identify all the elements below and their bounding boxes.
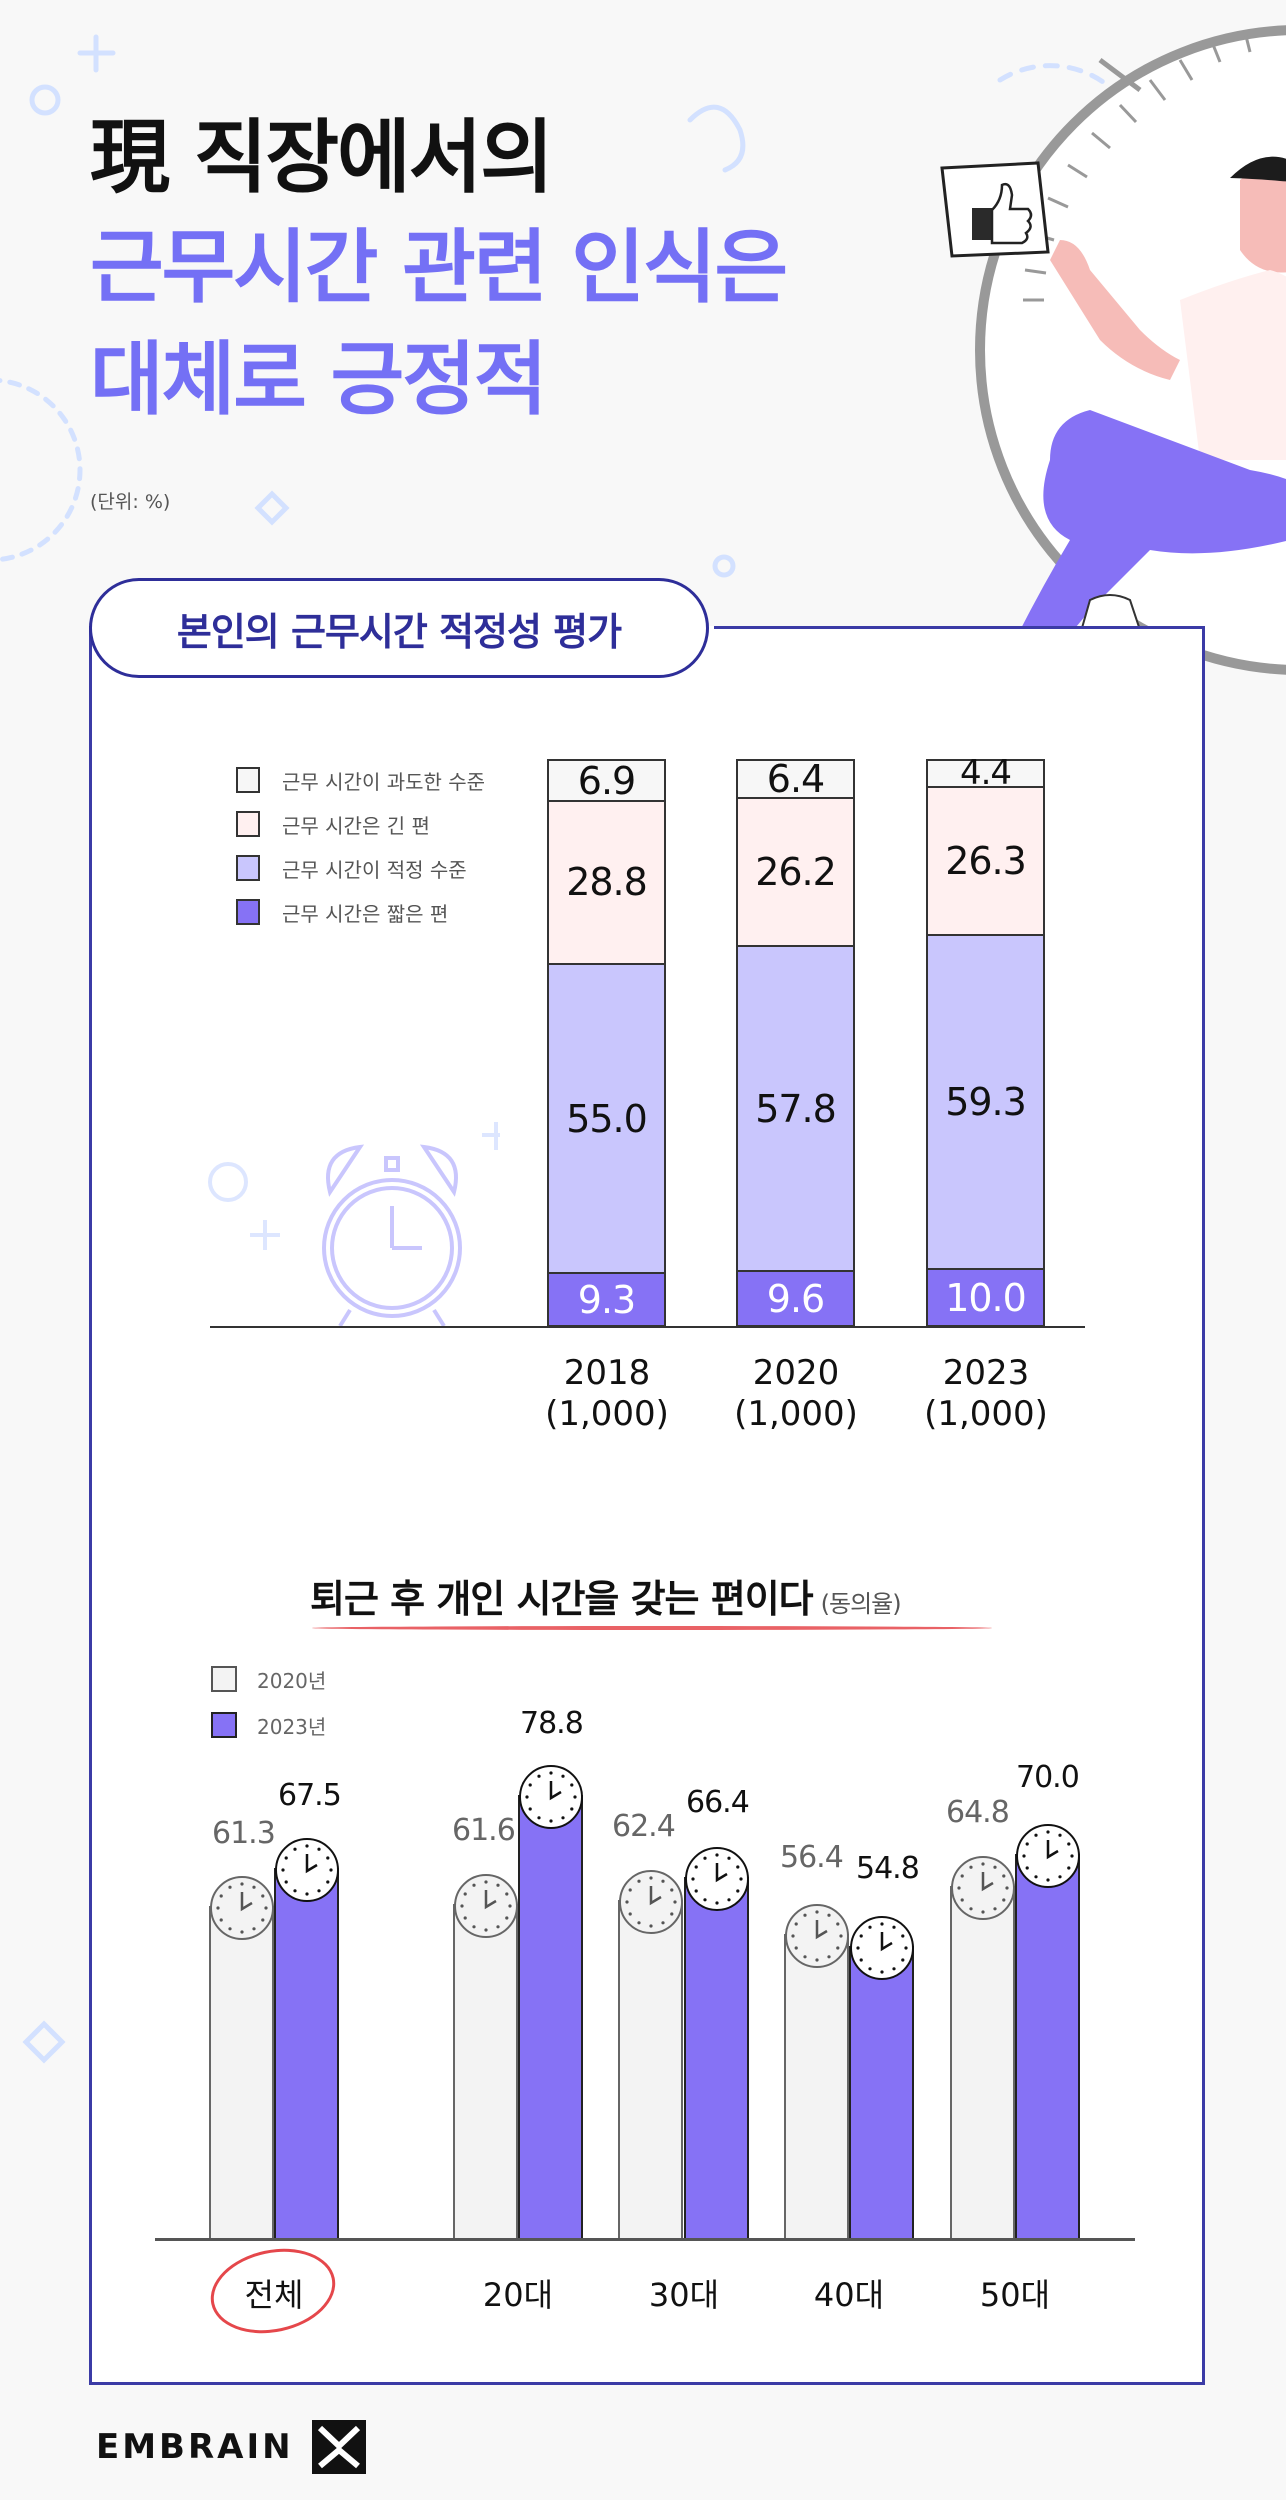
bar-30s-2020 [618, 1870, 683, 2238]
section2-title: 퇴근 후 개인 시간을 갖는 편이다 (동의율) [310, 1568, 902, 1623]
clock-icon [1015, 1824, 1080, 1888]
segment-excessive: 6.9 [549, 759, 664, 803]
sample-size-label: (1,000) [734, 1394, 858, 1434]
bar-30s-2023 [684, 1847, 749, 2238]
headline-line-3: 대체로 긍정적 [90, 333, 547, 426]
legend-label: 근무 시간이 과도한 수준 [282, 769, 486, 794]
legend-swatch [236, 899, 260, 925]
year-label: 2023 [942, 1353, 1030, 1393]
clock-icon [518, 1765, 583, 1829]
category-total: 전체 [244, 2276, 304, 2314]
legend-swatch [236, 767, 260, 793]
legend-label: 근무 시간이 적정 수준 [282, 857, 467, 882]
bar-40s-2020 [784, 1904, 849, 2238]
category-20s: 20대 [482, 2276, 554, 2314]
stacked-chart-baseline [210, 1326, 1085, 1328]
segment-short: 10.0 [928, 1268, 1043, 1325]
section1-title: 본인의 근무시간 적정성 평가 [176, 609, 622, 654]
category-30s: 30대 [648, 2276, 720, 2314]
brand-mark-icon [311, 2420, 366, 2474]
red-underline [312, 1626, 992, 1630]
legend-label: 근무 시간은 긴 편 [282, 813, 430, 838]
section1-title-pill: 본인의 근무시간 적정성 평가 [89, 578, 709, 678]
clock-icon [618, 1870, 683, 1934]
value-40s-2020: 56.4 [780, 1840, 844, 1875]
clock-icon [950, 1856, 1015, 1920]
hero-illustration [897, 25, 1286, 693]
segment-short: 9.6 [738, 1270, 853, 1325]
bar-50s-2020 [950, 1856, 1015, 2238]
value-total-2023: 67.5 [278, 1778, 342, 1813]
grouped-chart-legend: 2020년 2023년 [211, 1656, 326, 1748]
clock-icon [453, 1874, 518, 1938]
legend-item-excessive: 근무 시간이 과도한 수준 [236, 758, 485, 802]
alarm-clock-icon [208, 1122, 500, 1328]
legend-item-adequate: 근무 시간이 적정 수준 [236, 846, 485, 890]
x-label-2018: 2018 (1,000) [527, 1353, 687, 1435]
headline-line-2: 근무시간 관련 인식은 [90, 221, 788, 314]
section2-title-text: 퇴근 후 개인 시간을 갖는 편이다 [310, 1577, 814, 1621]
legend-item-2023: 2023년 [211, 1702, 326, 1748]
unit-note: (단위: %) [90, 491, 171, 513]
bar-total-2023 [274, 1838, 339, 2238]
segment-short: 9.3 [549, 1272, 664, 1325]
clock-icon [209, 1876, 274, 1940]
value-40s-2023: 54.8 [856, 1851, 920, 1886]
clock-icon [274, 1838, 339, 1902]
value-total-2020: 61.3 [212, 1816, 276, 1851]
category-50s: 50대 [979, 2276, 1051, 2314]
frame-top-border [714, 626, 1202, 629]
stacked-chart-legend: 근무 시간이 과도한 수준 근무 시간은 긴 편 근무 시간이 적정 수준 근무… [236, 758, 485, 934]
x-label-2023: 2023 (1,000) [906, 1353, 1066, 1435]
clock-icon [684, 1847, 749, 1911]
value-20s-2023: 78.8 [520, 1706, 584, 1741]
legend-swatch [211, 1666, 237, 1692]
segment-adequate: 55.0 [549, 962, 664, 1273]
value-50s-2023: 70.0 [1016, 1760, 1080, 1795]
year-label: 2018 [563, 1353, 651, 1393]
legend-item-short: 근무 시간은 짧은 편 [236, 890, 485, 934]
bar-50s-2023 [1015, 1824, 1080, 2238]
legend-label: 2023년 [257, 1714, 327, 1739]
value-30s-2020: 62.4 [612, 1809, 676, 1844]
stacked-bar-2020: 6.4 26.2 57.8 9.6 [736, 757, 855, 1327]
clock-icon [849, 1916, 914, 1980]
stacked-bar-2018: 6.9 28.8 55.0 9.3 [547, 759, 666, 1327]
value-30s-2023: 66.4 [686, 1785, 750, 1820]
segment-excessive: 4.4 [928, 756, 1043, 790]
bar-20s-2023 [518, 1765, 583, 2238]
year-label: 2020 [752, 1353, 840, 1393]
category-40s: 40대 [813, 2276, 885, 2314]
sample-size-label: (1,000) [924, 1394, 1048, 1434]
value-50s-2020: 64.8 [946, 1795, 1010, 1830]
stacked-bar-2023: 4.4 26.3 59.3 10.0 [926, 756, 1045, 1327]
bar-20s-2020 [453, 1874, 518, 2238]
legend-item-2020: 2020년 [211, 1656, 326, 1702]
grouped-chart-baseline [155, 2238, 1135, 2241]
segment-adequate: 59.3 [928, 933, 1043, 1269]
headline-line-1: 現 직장에서의 [90, 111, 554, 204]
legend-label: 2020년 [257, 1668, 327, 1693]
bar-total-2020 [209, 1876, 274, 2238]
sample-size-label: (1,000) [545, 1394, 669, 1434]
legend-item-long: 근무 시간은 긴 편 [236, 802, 485, 846]
legend-swatch [236, 855, 260, 881]
segment-long: 26.3 [928, 786, 1043, 934]
legend-label: 근무 시간은 짧은 편 [282, 901, 449, 926]
segment-excessive: 6.4 [738, 757, 853, 801]
value-20s-2020: 61.6 [452, 1813, 516, 1848]
brand-name: EMBRAIN [96, 2427, 294, 2467]
section2-title-note: (동의율) [820, 1590, 902, 1618]
segment-adequate: 57.8 [738, 944, 853, 1271]
legend-swatch [211, 1712, 237, 1738]
segment-long: 26.2 [738, 797, 853, 945]
x-label-2020: 2020 (1,000) [716, 1353, 876, 1435]
brand-logo: EMBRAIN [96, 2420, 366, 2474]
legend-swatch [236, 811, 260, 837]
clock-icon [784, 1904, 849, 1968]
segment-long: 28.8 [549, 800, 664, 963]
bar-40s-2023 [849, 1916, 914, 2238]
